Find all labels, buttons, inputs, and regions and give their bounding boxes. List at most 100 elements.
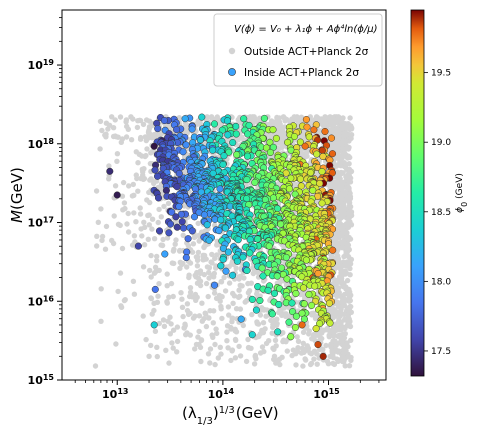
outside-point [199, 300, 205, 306]
inside-point [243, 152, 252, 160]
outside-point [192, 272, 198, 279]
outside-point [246, 345, 252, 351]
outside-point [184, 301, 191, 307]
inside-point [277, 220, 285, 228]
outside-point [174, 338, 181, 345]
inside-point [173, 126, 181, 134]
outside-point [152, 328, 159, 334]
outside-point [147, 267, 153, 274]
outside-point [123, 134, 130, 140]
outside-point [308, 351, 315, 357]
outside-point [181, 325, 187, 331]
outside-point [99, 233, 106, 240]
outside-point [256, 333, 262, 340]
outside-point [232, 328, 238, 334]
inside-point [203, 221, 211, 229]
outside-point [145, 135, 151, 141]
outside-point [300, 340, 306, 346]
inside-point [188, 125, 196, 133]
y-tick-label: 1016 [28, 294, 55, 309]
x-axis-title: (λ1/3)1/3(GeV) [182, 404, 279, 427]
outside-point [261, 306, 268, 313]
outside-point [345, 184, 352, 191]
outside-point [192, 291, 199, 298]
outside-point [205, 351, 212, 357]
outside-point [181, 203, 187, 209]
outside-point [236, 287, 242, 293]
inside-point [298, 321, 306, 329]
inside-point [222, 267, 230, 275]
inside-point [275, 300, 283, 309]
outside-point [156, 206, 162, 213]
outside-point [136, 117, 143, 124]
outside-point [246, 288, 253, 294]
inside-point [325, 299, 333, 307]
outside-point [148, 252, 154, 259]
inside-point [219, 161, 227, 169]
outside-point [218, 278, 224, 285]
outside-point [346, 308, 352, 314]
outside-point [179, 296, 185, 302]
inside-point [254, 235, 262, 243]
outside-point [229, 315, 236, 321]
outside-point [118, 139, 125, 145]
outside-point [343, 145, 349, 152]
inside-point [316, 320, 324, 328]
inside-point [221, 224, 230, 232]
outside-point [278, 139, 284, 145]
outside-point [193, 341, 200, 348]
outside-point [158, 214, 164, 220]
outside-point [254, 269, 261, 275]
outside-point [323, 342, 329, 349]
outside-point [335, 303, 342, 310]
outside-point [148, 274, 154, 280]
inside-point [327, 134, 336, 142]
outside-point [119, 245, 126, 252]
outside-point [170, 248, 177, 254]
outside-point [170, 345, 176, 351]
outside-point [337, 319, 343, 325]
outside-point [283, 311, 289, 317]
outside-point [343, 347, 349, 354]
inside-point [299, 284, 308, 292]
outside-point [293, 362, 299, 368]
inside-point [229, 139, 237, 147]
outside-point [105, 126, 111, 132]
legend-marker-outside [228, 47, 236, 55]
outside-point [151, 179, 157, 185]
outside-point [152, 264, 159, 270]
outside-point [313, 315, 319, 321]
inside-point [264, 286, 272, 294]
inside-point [251, 178, 259, 186]
inside-point [269, 126, 277, 134]
outside-point [231, 293, 238, 299]
outside-point [224, 338, 230, 344]
inside-point [269, 143, 277, 151]
outside-point [151, 236, 158, 242]
y-tick-label: 1018 [28, 136, 55, 151]
inside-point [219, 255, 227, 263]
outside-point [218, 351, 224, 357]
inside-point [150, 142, 158, 150]
outside-point [190, 241, 197, 247]
inside-point [179, 148, 187, 156]
outside-point [338, 224, 345, 231]
inside-point [200, 211, 208, 219]
outside-point [334, 240, 340, 246]
outside-point [342, 262, 349, 269]
outside-point [237, 293, 243, 299]
outside-point [117, 270, 124, 276]
outside-point [330, 330, 336, 336]
outside-point [237, 353, 244, 359]
outside-point [131, 233, 138, 239]
outside-point [347, 154, 353, 161]
outside-point [347, 236, 354, 242]
outside-point [332, 313, 338, 319]
outside-point [210, 320, 216, 326]
outside-point [341, 301, 347, 307]
outside-point [180, 260, 186, 267]
outside-point [270, 345, 276, 351]
outside-point [294, 334, 300, 340]
outside-point [140, 172, 146, 178]
